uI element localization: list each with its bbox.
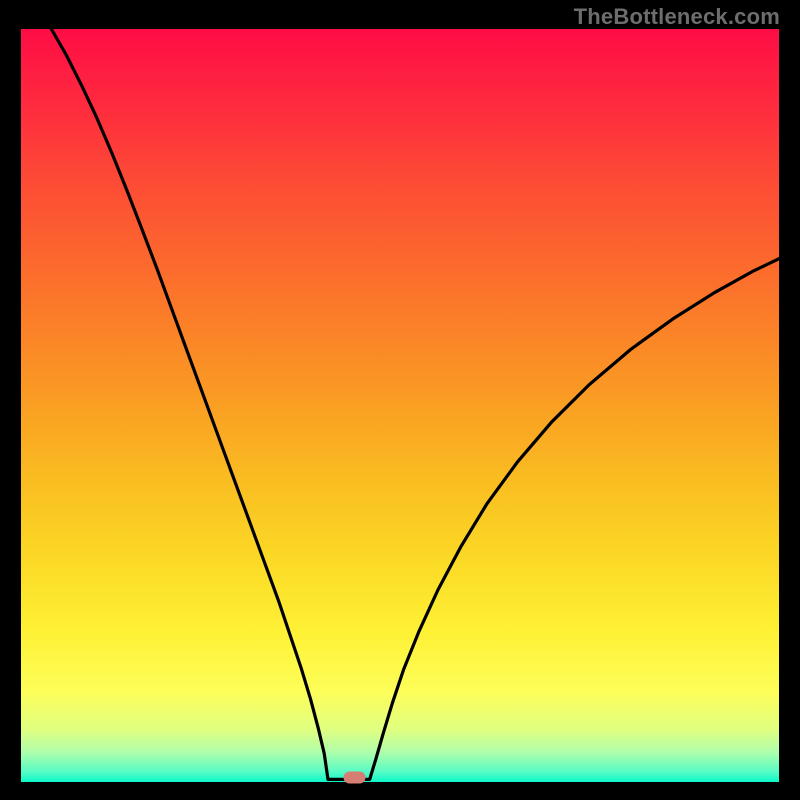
plot-background-gradient xyxy=(21,29,779,782)
watermark-label: TheBottleneck.com xyxy=(574,4,780,30)
bottleneck-chart-svg xyxy=(0,0,800,800)
optimal-point-marker xyxy=(344,771,366,783)
chart-frame: TheBottleneck.com xyxy=(0,0,800,800)
